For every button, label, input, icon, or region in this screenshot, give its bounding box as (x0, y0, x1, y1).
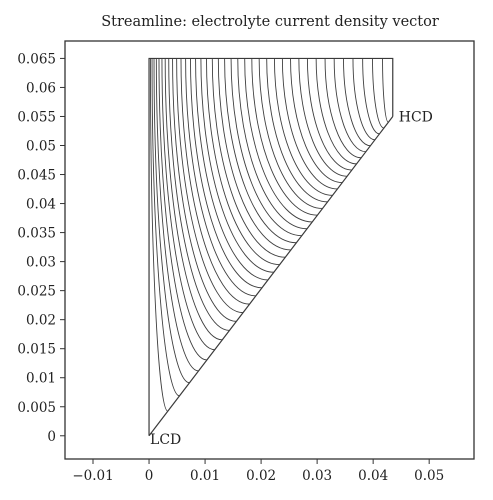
x-tick-label: 0.02 (246, 468, 276, 484)
streamline (155, 58, 199, 372)
streamline (230, 58, 302, 237)
streamline (161, 58, 215, 351)
streamline (180, 58, 250, 305)
streamline (324, 58, 362, 159)
y-tick-label: 0 (47, 429, 56, 445)
streamline (290, 58, 343, 184)
y-tick-label: 0.055 (17, 109, 56, 125)
streamline (251, 58, 318, 216)
streamline (211, 58, 286, 258)
streamline (281, 58, 338, 190)
y-tick-label: 0.06 (26, 80, 56, 96)
streamline (149, 58, 169, 412)
electrode-domain (148, 57, 394, 437)
y-tick-label: 0.02 (26, 313, 56, 329)
x-tick-label: 0.04 (358, 468, 388, 484)
y-axis-ticks: 0 0.005 0.01 0.015 0.02 0.025 0.03 0.035 0.04 0.0… (17, 51, 65, 445)
streamline (333, 58, 366, 153)
streamline (352, 58, 376, 141)
streamline (200, 58, 274, 273)
streamline (168, 58, 230, 331)
streamline (176, 58, 244, 314)
streamlines-group (149, 58, 389, 412)
streamline (153, 58, 190, 384)
annotations: HCD LCD (150, 109, 433, 447)
streamline (224, 58, 297, 244)
domain-hypotenuse (148, 116, 394, 437)
y-tick-label: 0.025 (17, 284, 56, 300)
streamline (273, 58, 333, 196)
x-tick-label: 0.03 (302, 468, 332, 484)
chart-title: Streamline: electrolyte current density … (101, 14, 439, 30)
streamline (158, 58, 207, 361)
y-tick-label: 0.065 (17, 51, 56, 67)
streamline (244, 58, 313, 223)
streamline (172, 58, 237, 322)
streamline (206, 58, 280, 266)
x-tick-label: 0 (145, 468, 154, 484)
y-tick-label: 0.04 (26, 197, 56, 213)
streamline (382, 58, 389, 123)
y-tick-label: 0.045 (17, 168, 56, 184)
streamline (164, 58, 223, 341)
x-axis-ticks: −0.01 0 0.01 0.02 0.03 0.04 0.05 (72, 459, 444, 484)
y-tick-label: 0.05 (26, 139, 56, 155)
plot-frame (64, 40, 475, 460)
streamline (266, 58, 328, 203)
streamline (151, 58, 180, 397)
y-tick-label: 0.01 (26, 371, 56, 387)
streamline (190, 58, 263, 289)
streamline (362, 58, 380, 135)
streamline (185, 58, 256, 297)
domain-boundary (148, 57, 394, 436)
streamline (237, 58, 308, 230)
y-tick-label: 0.015 (17, 342, 56, 358)
lcd-label: LCD (150, 432, 181, 448)
streamline (298, 58, 348, 177)
x-tick-label: −0.01 (72, 468, 113, 484)
y-tick-label: 0.035 (17, 226, 56, 242)
streamline (258, 58, 323, 209)
streamline (306, 58, 352, 171)
streamline (372, 58, 385, 129)
streamline (315, 58, 357, 165)
y-tick-label: 0.03 (26, 255, 56, 271)
streamline (343, 58, 371, 147)
streamline (217, 58, 291, 251)
x-tick-label: 0.01 (190, 468, 220, 484)
streamline (195, 58, 269, 281)
x-tick-label: 0.05 (414, 468, 444, 484)
hcd-label: HCD (399, 109, 433, 125)
y-tick-label: 0.005 (17, 400, 56, 416)
